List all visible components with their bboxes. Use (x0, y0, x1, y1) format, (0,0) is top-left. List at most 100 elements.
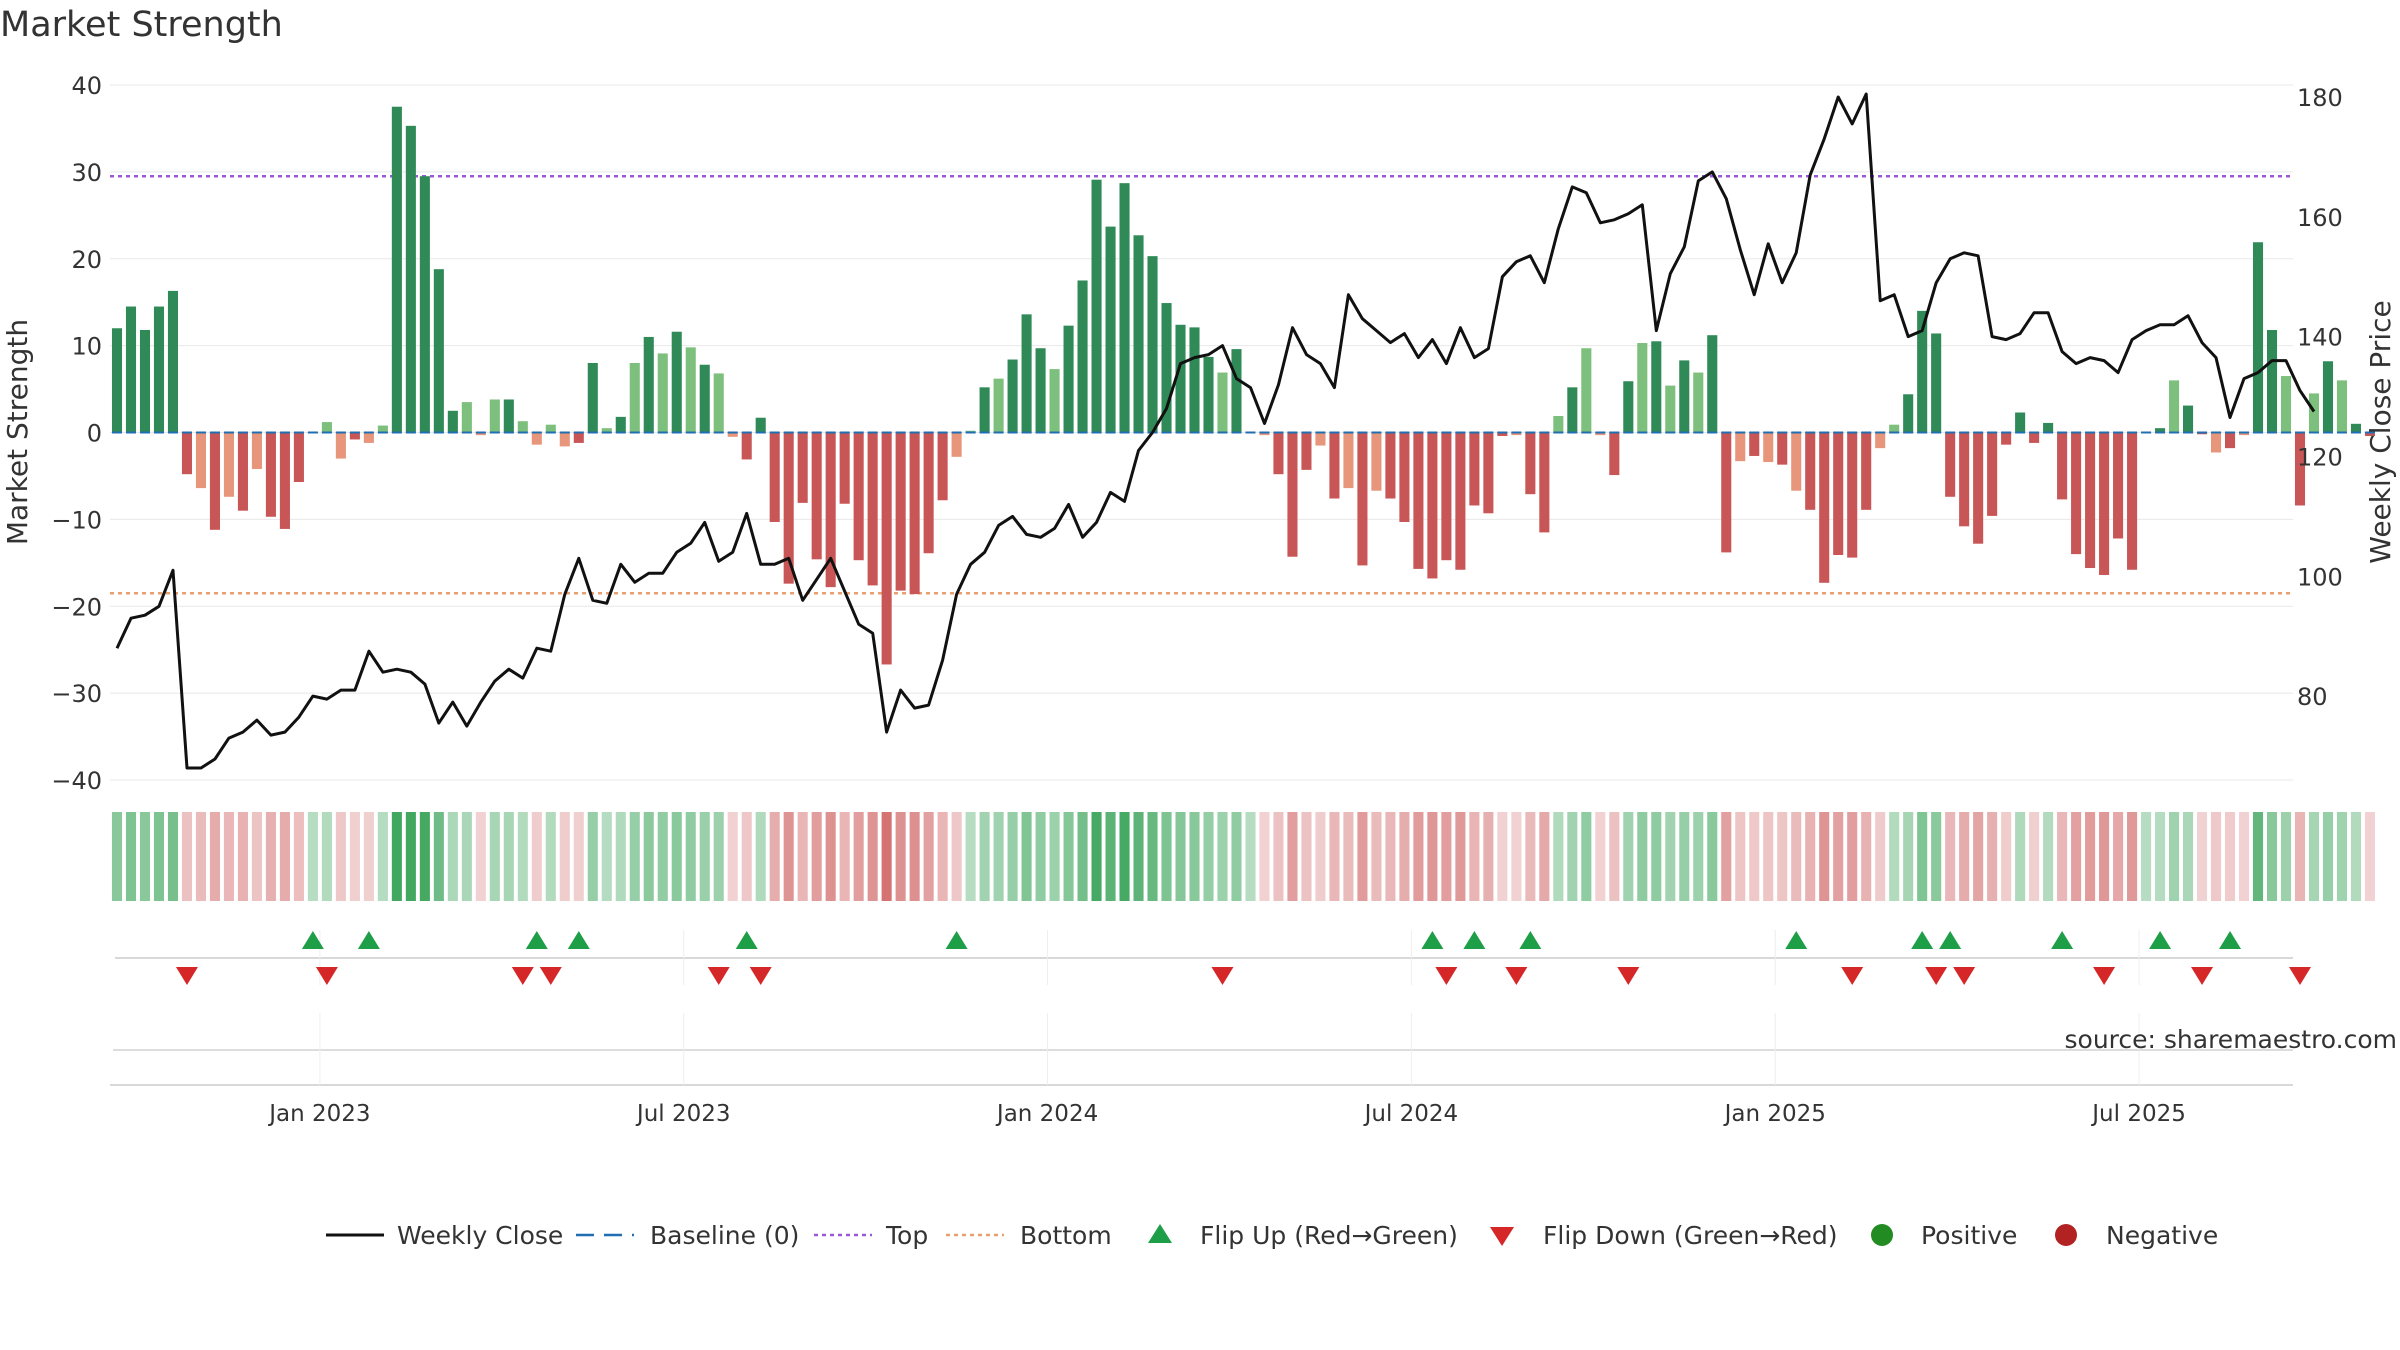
strength-bar (1931, 333, 1942, 433)
heat-cell (741, 812, 752, 901)
flip-up-marker (735, 931, 758, 949)
heat-cell (1301, 812, 1312, 901)
heat-cell (223, 812, 234, 901)
heat-cell (1945, 812, 1956, 901)
heat-cell (979, 812, 990, 901)
flip-up-marker (567, 931, 590, 949)
right-tick-label: 140 (2297, 324, 2343, 352)
heat-cell (1035, 812, 1046, 901)
strength-bar (951, 432, 962, 457)
heat-cell (2266, 812, 2278, 901)
heat-cell (1189, 812, 1200, 901)
strength-bar (2336, 380, 2348, 433)
heat-cell (447, 812, 458, 901)
strength-bar (111, 328, 123, 433)
heat-cell (1133, 812, 1144, 901)
left-tick-label: −20 (51, 593, 102, 621)
heat-cell (1595, 812, 1606, 901)
flip-up-marker (2051, 931, 2074, 949)
heat-cell (1245, 812, 1256, 901)
flip-down-marker (1435, 967, 1458, 985)
heat-cell (2252, 812, 2264, 901)
heat-cell (419, 812, 430, 901)
flip-down-marker (2288, 967, 2311, 985)
right-tick-label: 160 (2297, 204, 2343, 232)
heat-cell (2085, 812, 2096, 901)
heat-cell (1987, 812, 1998, 901)
heat-cell (2029, 812, 2040, 901)
flip-up-marker (2219, 931, 2242, 949)
heat-cell (489, 812, 500, 901)
heat-cell (1357, 812, 1368, 901)
flip-up-marker (1939, 931, 1962, 949)
legend-flip-down-symbol (1490, 1227, 1514, 1246)
flip-down-marker (175, 967, 198, 985)
strength-bar (741, 432, 752, 460)
strength-bar (1567, 387, 1578, 433)
strength-bar (419, 176, 430, 433)
heat-cell (377, 812, 388, 901)
strength-bar (153, 306, 165, 433)
x-tick-label: Jan 2025 (1723, 1101, 1826, 1127)
flip-up-marker (1785, 931, 1808, 949)
strength-bar (1035, 348, 1046, 433)
strength-bar (1763, 432, 1774, 463)
heat-cell (1329, 812, 1340, 901)
strength-bar (1707, 335, 1718, 433)
heat-cell (1735, 812, 1746, 901)
heat-cell (335, 812, 346, 901)
strength-bar (1777, 432, 1788, 465)
heat-cell (1861, 812, 1872, 901)
strength-bars (111, 106, 2376, 665)
heat-cell (2183, 812, 2194, 901)
chart-title: Market Strength (0, 5, 283, 45)
heat-cell (601, 812, 612, 901)
strength-bar (1133, 235, 1144, 433)
strength-bar (223, 432, 234, 497)
heat-cell (2127, 812, 2138, 901)
heat-cell (2113, 812, 2124, 901)
heat-cell (1511, 812, 1522, 901)
heat-cell (475, 812, 486, 901)
strength-bar (2099, 432, 2110, 575)
strength-bar (1175, 324, 1186, 433)
bottom-panel (110, 1013, 2293, 1086)
x-tick-label: Jul 2023 (635, 1101, 731, 1127)
heat-cell (951, 812, 962, 901)
strength-bar (1805, 432, 1816, 510)
left-tick-label: 30 (71, 159, 102, 187)
left-axis-ticks: 40 30 20 10 0 −10 −20 −30 −40 (51, 72, 102, 795)
heat-cell (405, 812, 416, 901)
heat-cell (2308, 812, 2320, 901)
heat-cell (321, 812, 332, 901)
strength-bar (1651, 341, 1662, 433)
strength-bar (1329, 432, 1340, 499)
heat-cell (2155, 812, 2166, 901)
heat-cell (895, 812, 906, 901)
strength-bar (2029, 432, 2040, 443)
strength-bar (545, 424, 556, 433)
strength-bar (867, 432, 878, 586)
strength-bar (699, 364, 710, 433)
heat-cell (1259, 812, 1270, 901)
right-axis-label: Weekly Close Price (2364, 300, 2397, 563)
heat-cell (1693, 812, 1704, 901)
strength-bar (2085, 432, 2096, 569)
left-tick-label: 10 (71, 333, 102, 361)
heat-cell (769, 812, 780, 901)
heat-cell (279, 812, 290, 901)
right-axis-ticks: 180 160 140 120 100 80 (2297, 84, 2343, 711)
strength-bar (1497, 432, 1508, 436)
strength-bar (1889, 424, 1900, 433)
strength-bar (1203, 356, 1214, 433)
strength-bar (2252, 242, 2264, 433)
heat-cell (461, 812, 472, 901)
strength-bar (1469, 432, 1480, 506)
strength-bar (251, 432, 262, 469)
heat-cell (531, 812, 542, 901)
left-tick-label: 0 (87, 420, 102, 448)
heat-cell (1217, 812, 1228, 901)
strength-bar (1021, 314, 1032, 433)
strength-bar (2350, 423, 2362, 433)
strength-bar (2127, 432, 2138, 570)
